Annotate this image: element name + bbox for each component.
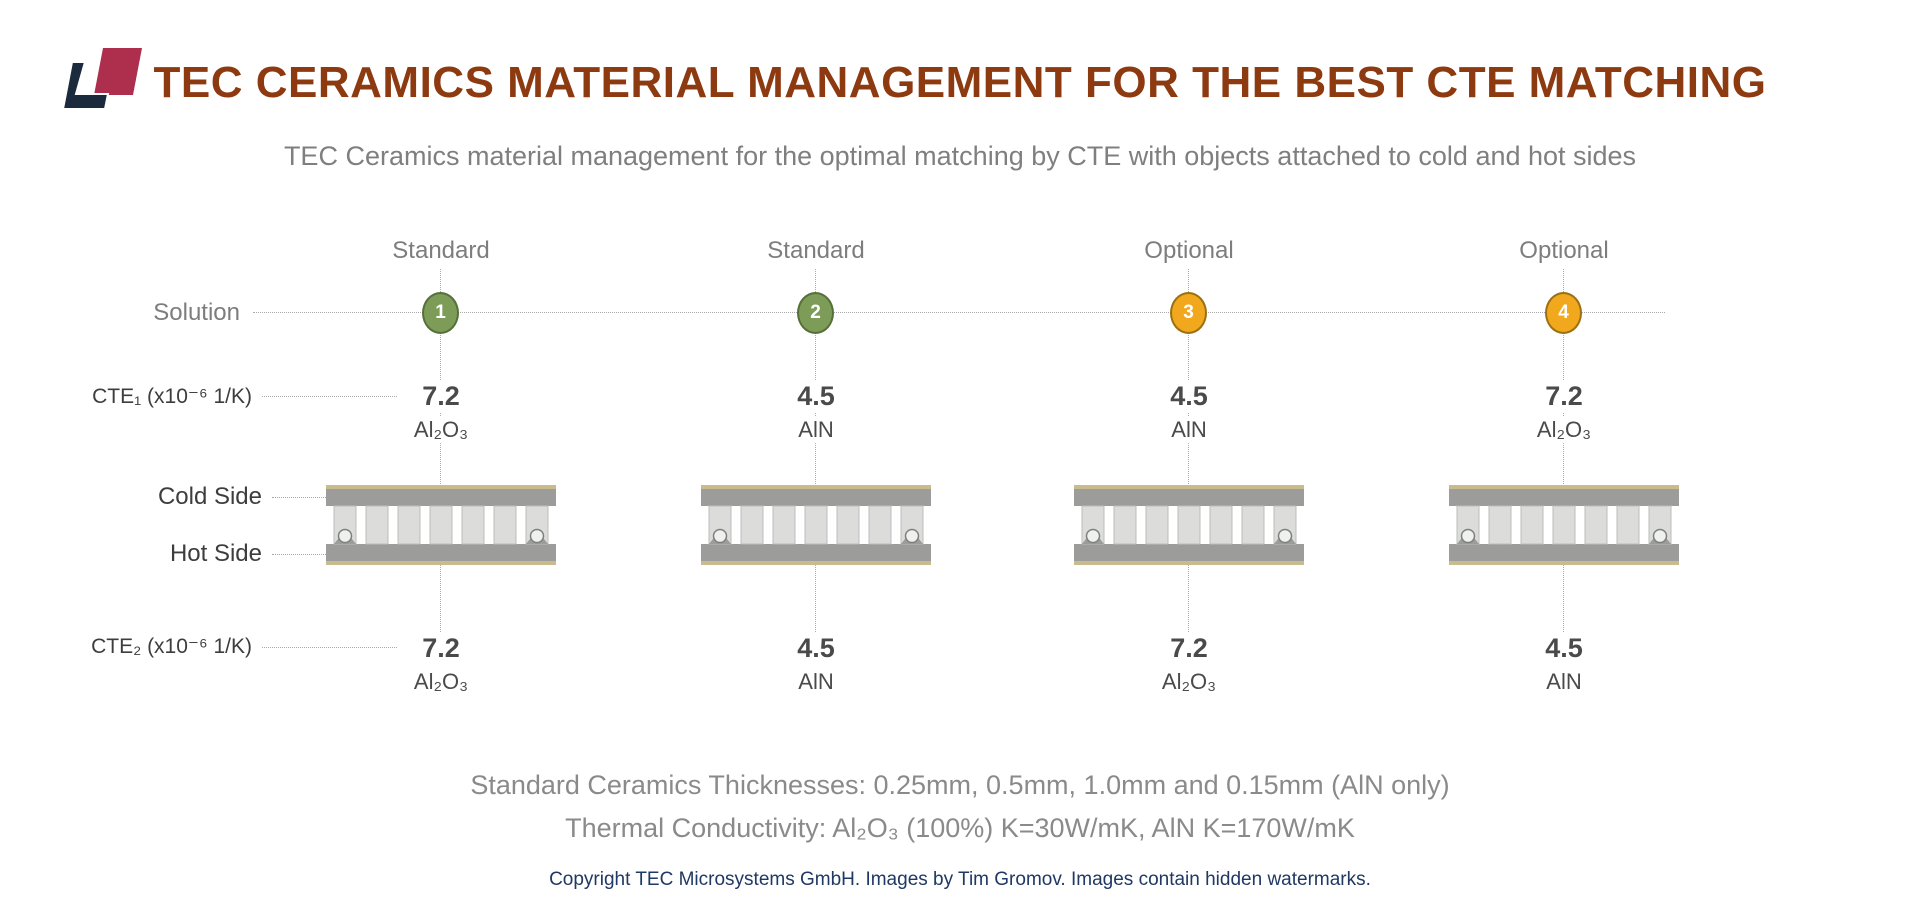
page-title: TEC CERAMICS MATERIAL MANAGEMENT FOR THE… — [153, 58, 1767, 107]
footer-thickness-note: Standard Ceramics Thicknesses: 0.25mm, 0… — [470, 770, 1450, 800]
solution-column-3: Optional 3 4.5 AlN 7.2 Al₂O₃ — [1039, 235, 1339, 705]
solution-number-badge: 2 — [797, 292, 834, 334]
cte1-material: Al₂O₃ — [1414, 417, 1714, 443]
tec-module-illustration — [701, 485, 931, 565]
row-label-cte1: CTE₁ (x10⁻⁶ 1/K) — [92, 385, 252, 408]
column-guide-line — [1563, 269, 1564, 640]
solution-number-badge: 3 — [1170, 292, 1207, 334]
cte2-value: 7.2 — [291, 633, 591, 664]
cte2-material: Al₂O₃ — [1039, 669, 1339, 695]
cte2-material: AlN — [1414, 669, 1714, 695]
solution-column-4: Optional 4 7.2 Al₂O₃ 4.5 AlN — [1414, 235, 1714, 705]
column-type-label: Optional — [1144, 237, 1234, 264]
cold-side-leader-line — [272, 497, 326, 498]
row-label-cold-side: Cold Side — [157, 483, 262, 510]
cte1-value: 7.2 — [1414, 381, 1714, 412]
cte1-value: 4.5 — [666, 381, 966, 412]
column-guide-line — [815, 269, 816, 640]
page-subtitle: TEC Ceramics material management for the… — [283, 141, 1637, 171]
cte2-value: 4.5 — [1414, 633, 1714, 664]
column-guide-line — [440, 269, 441, 640]
cte1-value: 7.2 — [291, 381, 591, 412]
solution-column-1: Standard 1 7.2 Al₂O₃ 7.2 Al₂O₃ — [291, 235, 591, 705]
column-type-label: Standard — [767, 237, 865, 264]
cte2-leader-line — [262, 647, 397, 648]
cte1-value: 4.5 — [1039, 381, 1339, 412]
cte1-material: AlN — [666, 417, 966, 443]
cte2-value: 4.5 — [666, 633, 966, 664]
solution-number-badge: 4 — [1545, 292, 1582, 334]
solution-number-badge: 1 — [422, 292, 459, 334]
footer-conductivity-note: Thermal Conductivity: Al₂O₃ (100%) K=30W… — [565, 813, 1355, 843]
cte1-material: Al₂O₃ — [291, 417, 591, 443]
row-label-solution: Solution — [153, 299, 240, 326]
column-type-label: Optional — [1519, 237, 1609, 264]
column-guide-line — [1188, 269, 1189, 640]
tec-module-illustration — [326, 485, 556, 565]
hot-side-leader-line — [272, 554, 326, 555]
solution-row-line — [253, 312, 1665, 313]
cte1-material: AlN — [1039, 417, 1339, 443]
tec-module-illustration — [1074, 485, 1304, 565]
cte1-leader-line — [262, 396, 397, 397]
company-logo-icon — [63, 48, 142, 110]
row-label-cte2: CTE₂ (x10⁻⁶ 1/K) — [91, 635, 252, 658]
row-label-hot-side: Hot Side — [169, 540, 262, 567]
column-type-label: Standard — [392, 237, 490, 264]
copyright-note: Copyright TEC Microsystems GmbH. Images … — [549, 869, 1371, 890]
tec-module-illustration — [1449, 485, 1679, 565]
cte2-value: 7.2 — [1039, 633, 1339, 664]
cte2-material: AlN — [666, 669, 966, 695]
cte2-material: Al₂O₃ — [291, 669, 591, 695]
solution-column-2: Standard 2 4.5 AlN 4.5 AlN — [666, 235, 966, 705]
